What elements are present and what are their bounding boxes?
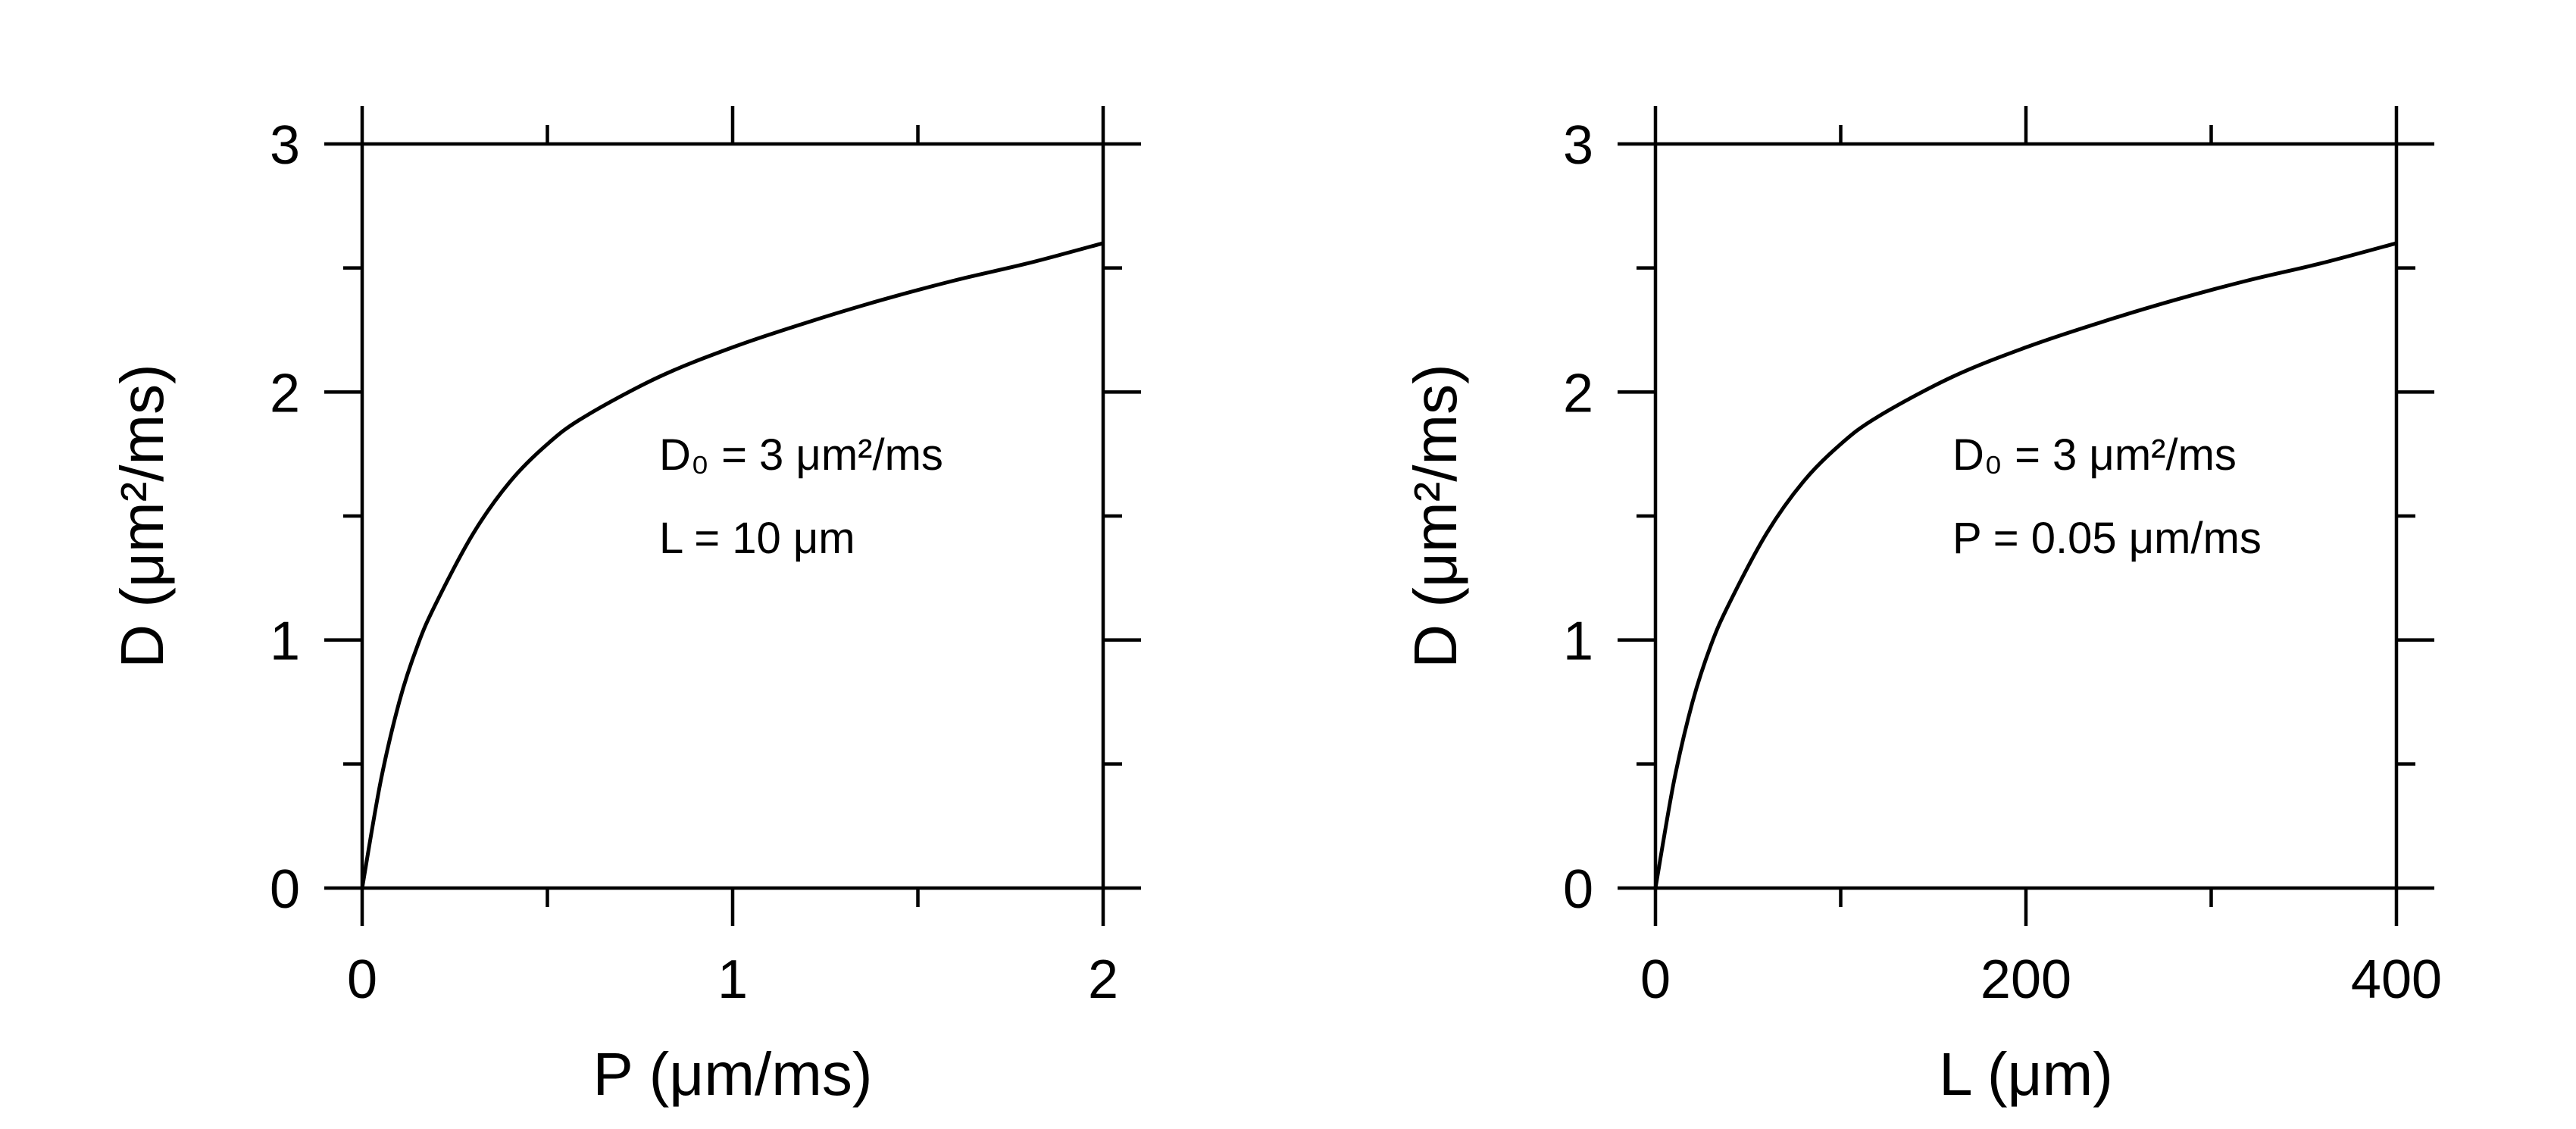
y-axis-label: D (μm²/ms): [108, 364, 176, 668]
data-curve: [360, 241, 1104, 889]
x-axis-label: P (μm/ms): [592, 1040, 872, 1108]
x-tick-label: 0: [1640, 949, 1671, 1010]
tick-marks: [1618, 106, 2434, 926]
right-panel: 0 200 400 0 1 2 3 D₀ = 3 μm²/ms P = 0.05 μm/ms…: [1402, 106, 2442, 1108]
x-tick-label: 0: [347, 949, 377, 1010]
data-curve: [1653, 241, 2397, 889]
x-tick-label: 200: [1980, 949, 2071, 1010]
x-axis-label: L (μm): [1939, 1040, 2113, 1108]
x-tick-label: 1: [717, 949, 748, 1010]
y-tick-label: 2: [1563, 363, 1593, 424]
annotation-d0: D₀ = 3 μm²/ms: [1952, 430, 2237, 480]
y-tick-label: 1: [1563, 611, 1593, 672]
annotation-second: P = 0.05 μm/ms: [1952, 514, 2262, 563]
annotation-d0: D₀ = 3 μm²/ms: [659, 430, 943, 480]
tick-labels: 0 200 400 0 1 2 3: [1563, 115, 2442, 1010]
annotation-second: L = 10 μm: [659, 514, 855, 563]
y-tick-label: 2: [270, 363, 300, 424]
y-axis-label: D (μm²/ms): [1402, 364, 1469, 668]
y-tick-label: 3: [1563, 115, 1593, 176]
y-tick-label: 3: [270, 115, 300, 176]
tick-marks: [324, 106, 1141, 926]
x-tick-label: 2: [1088, 949, 1118, 1010]
x-tick-label: 400: [2351, 949, 2442, 1010]
y-tick-label: 0: [1563, 859, 1593, 920]
tick-labels: 0 1 2 0 1 2 3: [270, 115, 1118, 1010]
y-tick-label: 0: [270, 859, 300, 920]
y-tick-label: 1: [270, 611, 300, 672]
left-panel: 0 1 2 0 1 2 3 D₀ = 3 μm²/ms L = 10 μm P (μm/ms…: [108, 106, 1141, 1108]
